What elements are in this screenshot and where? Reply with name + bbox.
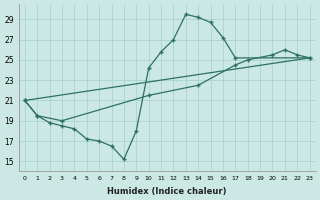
X-axis label: Humidex (Indice chaleur): Humidex (Indice chaleur) xyxy=(108,187,227,196)
